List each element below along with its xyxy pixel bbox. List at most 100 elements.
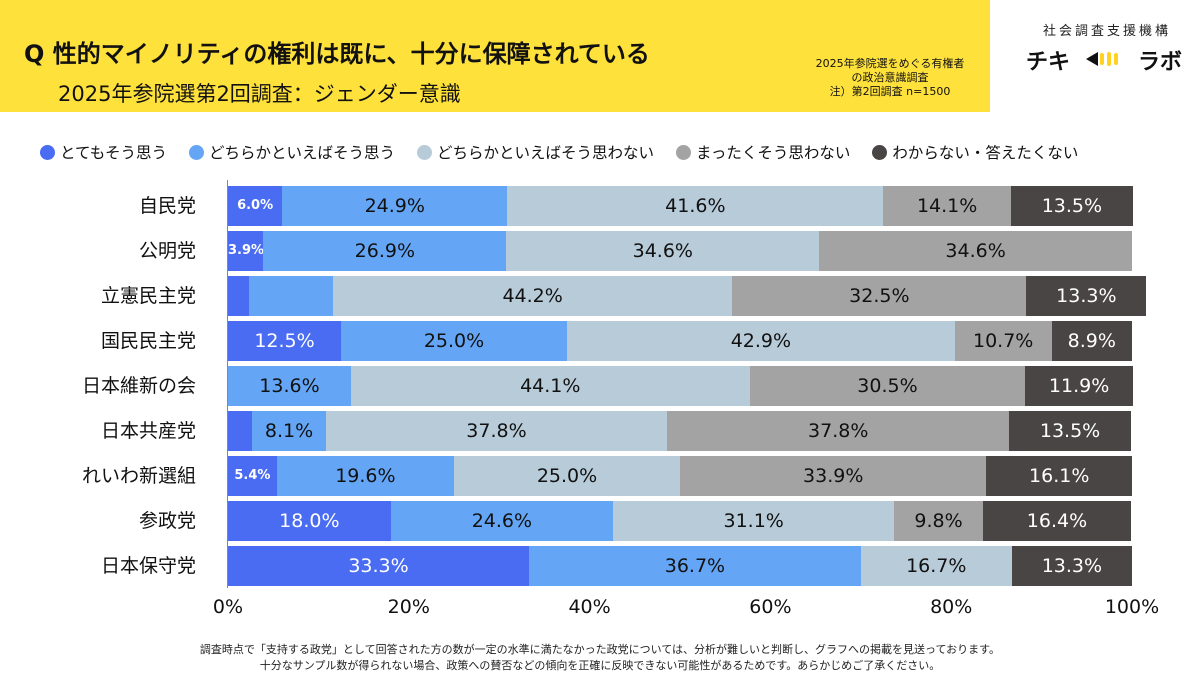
data-label: 24.9% [364, 195, 425, 217]
footnote-line: 十分なサンプル数が得られない場合、政策への賛否などの傾向を正確に反映できない可能… [259, 659, 941, 672]
bar-segment: 37.8% [667, 411, 1010, 451]
bar-segment: 6.0% [228, 186, 283, 226]
legend-swatch [416, 144, 432, 160]
bar-segment: 33.3% [228, 546, 530, 586]
legend-item: わからない・答えたくない [872, 141, 1078, 163]
bar-segment: 16.7% [860, 546, 1012, 586]
x-tick-label: 60% [749, 596, 792, 618]
legend-label: まったくそう思わない [695, 144, 851, 162]
bar-segment: 36.7% [529, 546, 861, 586]
category-label: 公明党 [138, 240, 196, 262]
data-label: 32.5% [849, 285, 910, 307]
survey-note-line: 注）第2回調査 n=1500 [829, 85, 951, 98]
category-label: 日本保守党 [100, 555, 196, 577]
page-subtitle: 2025年参院選第2回調査：ジェンダー意識 [58, 82, 461, 106]
category-label: 国民民主党 [100, 330, 196, 352]
bar-segment: 44.2% [332, 276, 733, 316]
data-label: 13.3% [1041, 555, 1103, 577]
data-label: 37.8% [466, 420, 527, 442]
survey-note: 2025年参院選をめぐる有権者 の政治意識調査 注）第2回調査 n=1500 [800, 57, 980, 99]
bar-segment: 24.6% [390, 501, 614, 541]
legend-item: とてもそう思う [40, 141, 167, 163]
legend-swatch [40, 144, 55, 160]
header-band [0, 0, 990, 112]
bar-segment: 37.8% [325, 411, 668, 451]
org-name: 社会調査支援機構 [1042, 24, 1171, 39]
data-label: 36.7% [664, 555, 726, 577]
legend-item: まったくそう思わない [675, 141, 851, 163]
bar-segment: 34.6% [819, 231, 1132, 271]
data-label: 34.6% [945, 240, 1006, 262]
data-label: 14.1% [916, 195, 978, 217]
data-label: 13.5% [1041, 195, 1103, 217]
category-label: 日本維新の会 [81, 375, 196, 397]
legend-label: どちらかといえばそう思わない [436, 144, 654, 162]
survey-note-line: の政治意識調査 [851, 71, 929, 84]
legend-label: とてもそう思う [60, 144, 167, 162]
data-label: 44.1% [520, 375, 581, 397]
brand-logo-right: ラボ [1138, 50, 1183, 75]
bar-segment: 14.1% [883, 186, 1011, 226]
bar-segment: 8.1% [252, 411, 326, 451]
bar-segment [228, 276, 249, 316]
x-tick-label: 0% [212, 596, 244, 618]
bar-segment: 3.9% [228, 231, 265, 271]
bar-segment: 24.9% [282, 186, 508, 226]
data-label: 25.0% [536, 465, 598, 487]
data-label: 37.8% [808, 420, 869, 442]
megaphone-icon [1086, 52, 1118, 66]
data-label: 8.9% [1067, 330, 1116, 352]
bar-segment: 31.1% [613, 501, 895, 541]
data-label: 10.7% [972, 330, 1034, 352]
bar-segment: 13.3% [1011, 546, 1132, 586]
data-label: 13.5% [1039, 420, 1101, 442]
bar-segment: 5.4% [228, 456, 277, 496]
bar-segment [228, 411, 253, 451]
legend-swatch [872, 144, 888, 160]
data-label: 16.1% [1029, 465, 1090, 487]
brand-logo: チキ ラボ [1020, 44, 1200, 75]
x-tick-label: 20% [387, 596, 430, 618]
bar-segment: 34.6% [506, 231, 820, 271]
data-label: 3.9% [228, 243, 265, 258]
data-label: 8.1% [264, 420, 314, 442]
legend-swatch [675, 144, 691, 160]
category-label: 自民党 [138, 195, 196, 217]
bar-segment: 42.9% [567, 321, 955, 361]
data-label: 13.6% [259, 375, 320, 397]
category-label: れいわ新選組 [81, 465, 196, 487]
legend-label: わからない・答えたくない [892, 144, 1079, 162]
data-label: 26.9% [354, 240, 416, 262]
bar-segment: 33.9% [680, 456, 987, 496]
chart-legend: とてもそう思う どちらかといえばそう思う どちらかといえばそう思わない まったく… [40, 141, 1170, 163]
data-label: 34.6% [632, 240, 693, 262]
legend-swatch [188, 144, 204, 160]
bar-segment: 13.5% [1010, 186, 1133, 226]
data-label: 16.4% [1026, 510, 1088, 532]
legend-item: どちらかといえばそう思う [188, 141, 395, 163]
bar-segment: 30.5% [749, 366, 1026, 406]
data-label: 16.7% [906, 555, 967, 577]
footnote-line: 調査時点で「支持する政党」として回答された方の数が一定の水準に満たなかった政党に… [199, 643, 1001, 656]
data-label: 11.9% [1048, 375, 1110, 397]
category-label: 立憲民主党 [100, 285, 196, 307]
bar-segment: 26.9% [263, 231, 507, 271]
data-label: 18.0% [279, 510, 340, 532]
bar-segment [248, 276, 333, 316]
data-label: 19.6% [335, 465, 396, 487]
bar-segment: 12.5% [228, 321, 341, 361]
data-label: 13.3% [1056, 285, 1117, 307]
x-tick-label: 80% [930, 596, 973, 618]
data-label: 33.3% [348, 555, 409, 577]
legend-label: どちらかといえばそう思う [208, 144, 395, 162]
bar-segment: 32.5% [732, 276, 1027, 316]
survey-note-line: 2025年参院選をめぐる有権者 [815, 57, 965, 70]
bar-segment: 16.4% [982, 501, 1132, 541]
data-label: 33.9% [803, 465, 864, 487]
data-label: 42.9% [730, 330, 792, 352]
bar-segment: 25.0% [454, 456, 680, 496]
data-label: 44.2% [502, 285, 563, 307]
data-label: 12.5% [254, 330, 315, 352]
page-title: Q 性的マイノリティの権利は既に、十分に保障されている [24, 40, 650, 68]
data-label: 25.0% [423, 330, 485, 352]
